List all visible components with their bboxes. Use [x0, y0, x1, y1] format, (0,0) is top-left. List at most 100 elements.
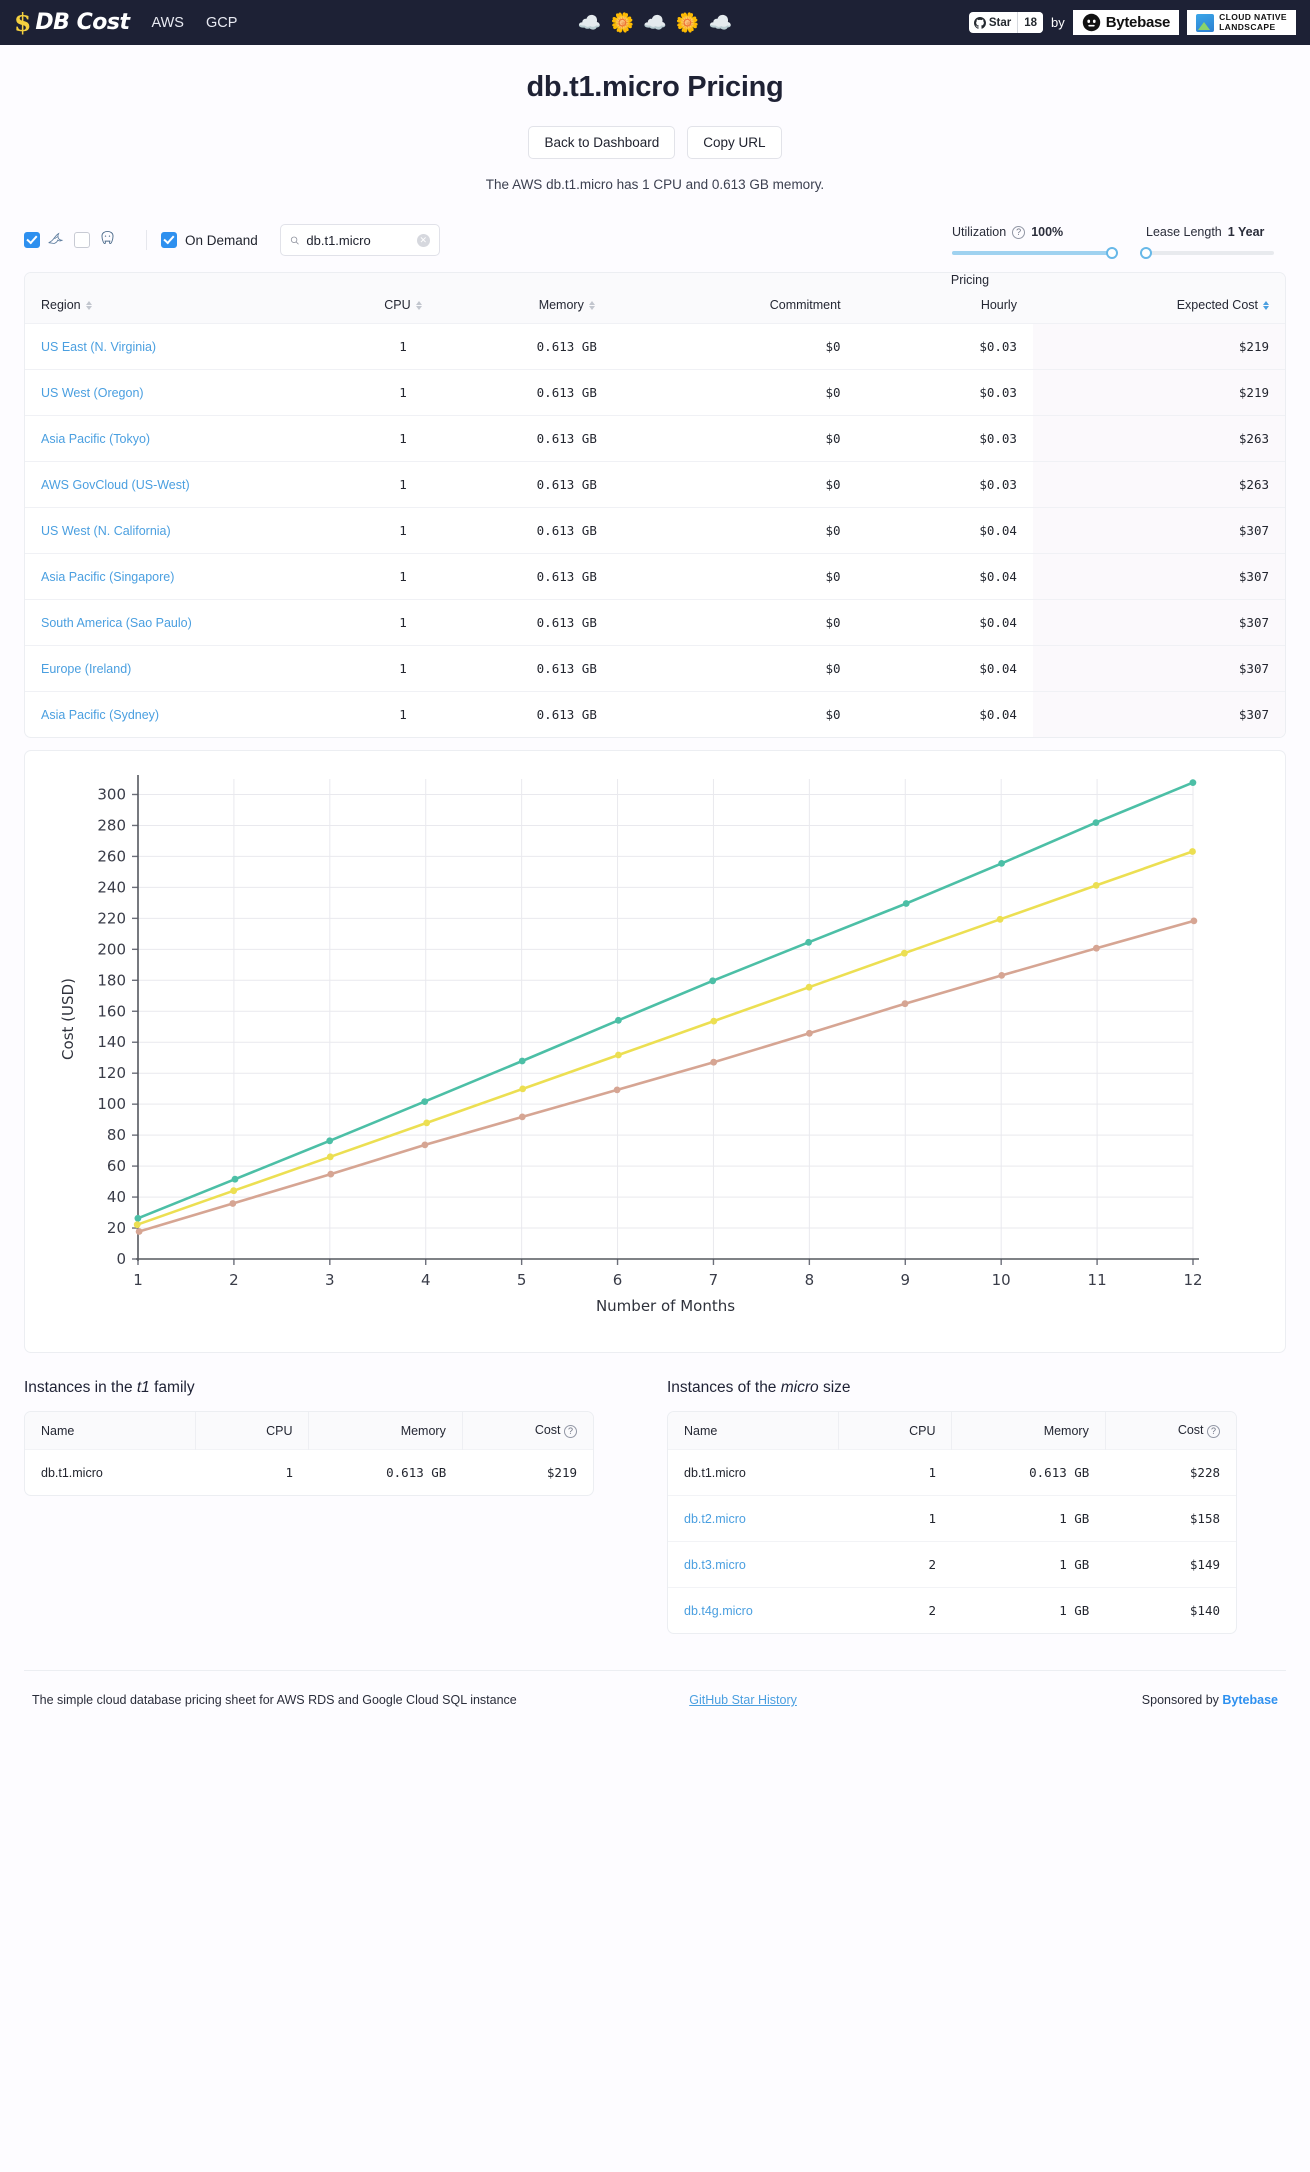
- table-row[interactable]: Asia Pacific (Tokyo) 1 0.613 GB $0 $0.03 $263: [25, 415, 1285, 462]
- table-row[interactable]: South America (Sao Paulo) 1 0.613 GB $0 $0.0…: [25, 599, 1285, 646]
- sort-icon-region[interactable]: [85, 300, 92, 310]
- back-to-dashboard-button[interactable]: Back to Dashboard: [528, 126, 676, 159]
- chart-data-point[interactable]: [805, 938, 812, 946]
- chart-data-point[interactable]: [902, 900, 910, 907]
- chart-data-point[interactable]: [615, 1051, 622, 1059]
- on-demand-filter-group[interactable]: On Demand: [161, 232, 258, 248]
- sort-icon-cpu[interactable]: [415, 300, 422, 310]
- col-header-hourly[interactable]: Hourly: [856, 287, 1033, 324]
- region-link[interactable]: US West (N. California): [41, 523, 171, 538]
- family-instances-column: Instances in the t1 family Name CPU Memo…: [24, 1379, 643, 1634]
- chart-data-point[interactable]: [231, 1175, 239, 1183]
- lease-length-slider-knob[interactable]: [1140, 247, 1152, 259]
- copy-url-button[interactable]: Copy URL: [687, 126, 782, 159]
- chart-data-point[interactable]: [613, 1086, 621, 1094]
- instance-link[interactable]: db.t4g.micro: [684, 1603, 753, 1618]
- chart-data-point[interactable]: [806, 1029, 813, 1037]
- col-header-region[interactable]: Region: [25, 287, 328, 324]
- col-header-commitment[interactable]: Commitment: [654, 287, 857, 324]
- table-row[interactable]: US West (Oregon) 1 0.613 GB $0 $0.03 $219: [25, 369, 1285, 416]
- region-link[interactable]: Asia Pacific (Tokyo): [41, 431, 151, 446]
- chart-data-point[interactable]: [519, 1085, 527, 1093]
- chart-data-point[interactable]: [421, 1141, 429, 1149]
- chart-data-point[interactable]: [230, 1187, 238, 1195]
- col-header-cpu[interactable]: CPU: [327, 287, 479, 324]
- chart-data-point[interactable]: [998, 860, 1005, 867]
- utilization-label: Utilization: [952, 225, 1007, 239]
- chart-data-point[interactable]: [326, 1137, 334, 1145]
- chart-data-point[interactable]: [1092, 819, 1100, 826]
- mysql-checkbox[interactable]: [24, 232, 40, 248]
- cell-hourly: $0.04: [856, 507, 1033, 554]
- table-row[interactable]: AWS GovCloud (US-West) 1 0.613 GB $0 $0.03 $2…: [25, 461, 1285, 508]
- utilization-slider-track[interactable]: [952, 247, 1118, 259]
- sort-icon-memory[interactable]: [588, 300, 595, 310]
- chart-data-point[interactable]: [709, 977, 717, 985]
- region-link[interactable]: US East (N. Virginia): [41, 339, 157, 354]
- col-header-expected-cost[interactable]: Expected Cost: [1032, 287, 1285, 324]
- list-item[interactable]: db.t2.micro 1 1 GB $158: [668, 1495, 1236, 1542]
- nav-link-gcp[interactable]: GCP: [205, 14, 238, 31]
- chart-data-point[interactable]: [327, 1170, 335, 1178]
- instance-link[interactable]: db.t3.micro: [684, 1557, 746, 1572]
- chart-data-point[interactable]: [996, 915, 1004, 923]
- chart-data-point[interactable]: [326, 1153, 334, 1161]
- chart-data-point[interactable]: [518, 1113, 526, 1121]
- brand-logo[interactable]: $ DB Cost: [14, 10, 130, 35]
- chart-data-point[interactable]: [710, 1058, 718, 1066]
- table-row[interactable]: Europe (Ireland) 1 0.613 GB $0 $0.04 $307: [25, 645, 1285, 692]
- chart-data-point[interactable]: [1190, 917, 1198, 925]
- cell-commitment: $0: [654, 645, 857, 692]
- region-link[interactable]: Asia Pacific (Singapore): [41, 569, 175, 584]
- region-link[interactable]: US West (Oregon): [41, 385, 144, 400]
- search-box[interactable]: ✕: [279, 224, 440, 256]
- sort-icon-expected-cost[interactable]: [1263, 300, 1269, 310]
- cloud-native-landscape-link[interactable]: CLOUD NATIVE LANDSCAPE: [1187, 10, 1296, 35]
- chart-data-point[interactable]: [901, 1000, 909, 1008]
- chart-data-point[interactable]: [710, 1017, 718, 1025]
- chart-data-point[interactable]: [1093, 944, 1100, 952]
- region-link[interactable]: Europe (Ireland): [41, 661, 132, 676]
- list-item[interactable]: db.t3.micro 2 1 GB $149: [668, 1541, 1236, 1588]
- lease-length-slider-track[interactable]: [1140, 247, 1274, 259]
- help-icon[interactable]: ?: [564, 1425, 577, 1438]
- bytebase-logo-link[interactable]: Bytebase: [1072, 10, 1180, 35]
- family-table: Name CPU Memory Cost ? db.t1.micro 1 0.613…: [25, 1412, 593, 1495]
- table-row[interactable]: Asia Pacific (Singapore) 1 0.613 GB $0 $0.04…: [25, 553, 1285, 600]
- github-star-history-link[interactable]: GitHub Star History: [689, 1693, 797, 1707]
- chart-data-point[interactable]: [1092, 882, 1100, 889]
- table-row[interactable]: US East (N. Virginia) 1 0.613 GB $0 $0.03 $21…: [25, 323, 1285, 370]
- sponsor-link[interactable]: Bytebase: [1222, 1693, 1278, 1707]
- chart-data-point[interactable]: [421, 1098, 429, 1105]
- chart-data-point[interactable]: [901, 949, 908, 957]
- table-row[interactable]: Asia Pacific (Sydney) 1 0.613 GB $0 $0.04 $30…: [25, 691, 1285, 737]
- nav-link-aws[interactable]: AWS: [151, 14, 184, 31]
- list-item[interactable]: db.t4g.micro 2 1 GB $140: [668, 1587, 1236, 1633]
- chart-data-point[interactable]: [615, 1016, 622, 1024]
- chart-data-point[interactable]: [423, 1119, 431, 1127]
- chart-data-point[interactable]: [1189, 848, 1196, 855]
- postgresql-checkbox[interactable]: [74, 232, 90, 248]
- instance-link[interactable]: db.t2.micro: [684, 1511, 746, 1526]
- region-link[interactable]: AWS GovCloud (US-West): [41, 477, 190, 492]
- github-star-button[interactable]: Star 18: [968, 12, 1044, 33]
- help-icon[interactable]: ?: [1012, 225, 1026, 239]
- chart-data-point[interactable]: [518, 1057, 526, 1065]
- utilization-slider-knob[interactable]: [1106, 247, 1118, 259]
- chart-data-point[interactable]: [135, 1228, 143, 1235]
- clear-search-icon[interactable]: ✕: [416, 233, 430, 247]
- blossom-icon: 🌼: [675, 12, 700, 34]
- chart-data-point[interactable]: [134, 1214, 142, 1222]
- region-link[interactable]: South America (Sao Paulo): [41, 615, 192, 630]
- search-input[interactable]: [306, 232, 410, 248]
- chart-data-point[interactable]: [998, 972, 1006, 979]
- chart-data-point[interactable]: [1189, 779, 1197, 786]
- chart-data-point[interactable]: [805, 983, 813, 991]
- table-row[interactable]: US West (N. California) 1 0.613 GB $0 $0.04 $…: [25, 507, 1285, 554]
- chart-data-point[interactable]: [133, 1221, 141, 1229]
- help-icon[interactable]: ?: [1207, 1425, 1220, 1438]
- chart-data-point[interactable]: [229, 1200, 237, 1207]
- col-header-memory[interactable]: Memory: [478, 287, 655, 324]
- on-demand-checkbox[interactable]: [161, 232, 177, 248]
- region-link[interactable]: Asia Pacific (Sydney): [41, 707, 160, 722]
